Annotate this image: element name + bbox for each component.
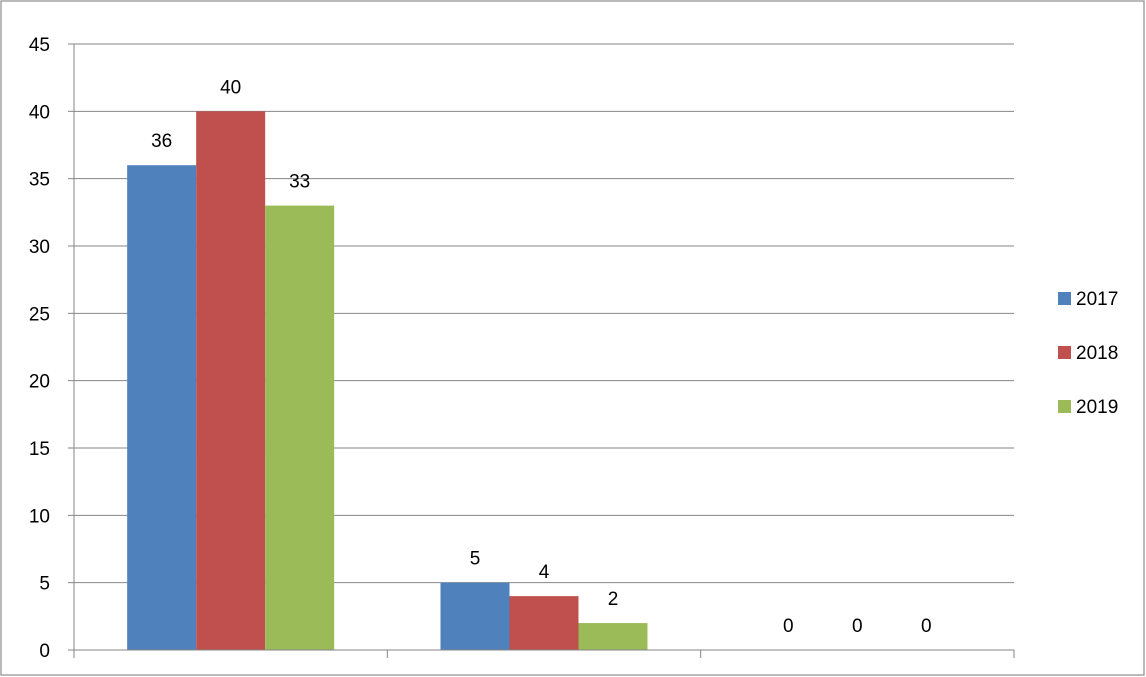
- data-label: 40: [220, 77, 241, 98]
- bars: [127, 111, 648, 651]
- y-tick-label: 25: [29, 304, 50, 325]
- y-tick-label: 10: [29, 506, 50, 527]
- axes: [68, 43, 1015, 658]
- y-tick-label: 15: [29, 439, 50, 460]
- data-label: 0: [921, 616, 932, 637]
- data-label: 4: [539, 562, 550, 583]
- bar-2017-1: [440, 582, 510, 650]
- bar-2017-0: [127, 165, 197, 650]
- y-tick-label: 20: [29, 372, 50, 393]
- data-label: 0: [852, 616, 863, 637]
- data-label: 33: [289, 172, 310, 193]
- legend-swatch-2019: [1058, 400, 1071, 413]
- data-label: 36: [151, 131, 172, 152]
- legend-swatch-2018: [1058, 346, 1071, 359]
- bar-2019-0: [265, 205, 335, 650]
- bar-2018-1: [509, 596, 579, 650]
- legend-label: 2017: [1076, 289, 1118, 310]
- legend: 2017 2018 2019: [1058, 289, 1118, 418]
- data-label: 2: [608, 589, 619, 610]
- y-tick-label: 35: [29, 170, 50, 191]
- legend-label: 2018: [1076, 343, 1118, 364]
- y-tick-label: 0: [39, 641, 50, 662]
- legend-label: 2019: [1076, 397, 1118, 418]
- y-tick-label: 40: [29, 102, 50, 123]
- y-tick-label: 45: [29, 35, 50, 56]
- y-tick-label: 5: [39, 574, 50, 595]
- legend-swatch-2017: [1058, 292, 1071, 305]
- bar-2019-1: [578, 623, 648, 650]
- bar-2018-0: [196, 111, 266, 651]
- data-label: 0: [783, 616, 794, 637]
- data-label: 5: [470, 549, 481, 570]
- y-tick-labels: 0 5 10 15 20 25 30 35 40 45: [29, 35, 50, 662]
- data-labels: 36 40 33 5 4 2 0 0 0: [151, 77, 932, 637]
- y-tick-label: 30: [29, 237, 50, 258]
